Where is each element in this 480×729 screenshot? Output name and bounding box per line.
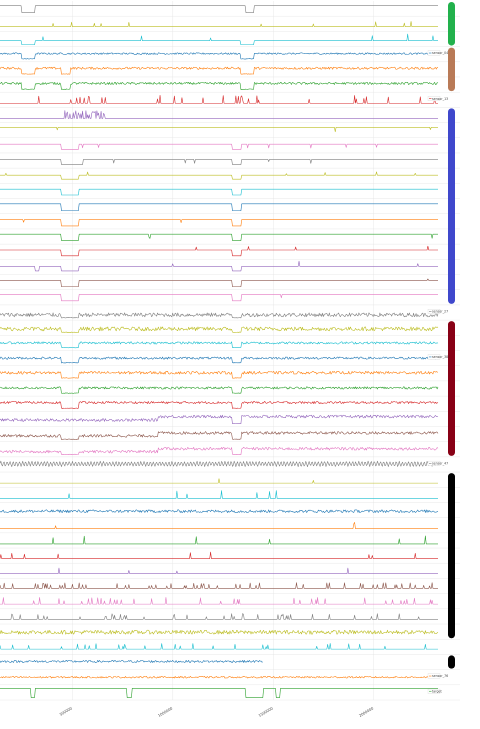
series-line — [0, 219, 438, 227]
x-axis: 500000 1000000 1500000 2000000 — [59, 706, 375, 718]
series-line — [0, 356, 439, 364]
series-line — [0, 110, 438, 119]
series-line — [0, 597, 438, 605]
series-line — [0, 446, 439, 456]
series-line — [0, 294, 438, 302]
x-tick-label: 1000000 — [157, 706, 173, 718]
series-line — [0, 551, 438, 559]
legend-layer: sensor_04 sensor_13 sensor_27 sensor_38sens… — [427, 50, 448, 694]
cluster-bar — [448, 2, 455, 46]
legend-label: sensor_13 — [432, 97, 448, 101]
legend-box — [427, 309, 441, 314]
legend-box — [427, 96, 441, 101]
x-tick-label: 2000000 — [358, 706, 374, 718]
x-tick-label: 500000 — [59, 706, 73, 717]
legend-label: target — [432, 689, 442, 693]
legend-label: sensor_27 — [432, 310, 448, 314]
series-line — [0, 688, 438, 698]
series-line — [0, 33, 438, 46]
series-line — [0, 94, 438, 104]
legend-box — [427, 673, 441, 679]
series-line — [0, 126, 438, 133]
cluster-bars — [448, 2, 455, 669]
series-line — [0, 260, 438, 272]
series-line — [0, 245, 438, 257]
series-line — [0, 203, 438, 212]
cluster-bar — [448, 108, 455, 304]
series-line — [0, 21, 438, 27]
series-line — [0, 386, 439, 394]
legend-box — [427, 688, 441, 694]
legend-box — [427, 460, 441, 466]
series-line — [0, 567, 438, 575]
series-line — [0, 643, 438, 650]
legend-label: sensor_47 — [432, 462, 448, 466]
series-line — [0, 233, 438, 241]
legend-label: sensor_38 — [432, 355, 448, 359]
series-line — [0, 143, 438, 150]
legend-box — [427, 50, 441, 56]
series-line — [0, 81, 439, 90]
cluster-bar — [448, 473, 455, 639]
series-line — [0, 5, 438, 13]
series-line — [0, 582, 438, 589]
subplot-panels — [0, 5, 460, 701]
legend-label: sensor_04 — [432, 51, 448, 55]
series-line — [0, 52, 439, 60]
series-line — [0, 478, 438, 484]
cluster-bar — [448, 321, 455, 456]
series-line — [0, 613, 438, 620]
cluster-bar — [448, 655, 455, 669]
series-line — [0, 509, 439, 513]
series-line — [0, 490, 438, 499]
series-line — [0, 659, 263, 663]
cluster-bar — [448, 47, 455, 92]
x-tick-label: 1500000 — [258, 706, 274, 718]
series-line — [0, 188, 438, 196]
legend-label: sensor_76 — [432, 674, 448, 678]
series-line — [0, 66, 439, 75]
series-line — [0, 401, 439, 409]
series-line — [0, 312, 439, 319]
series-line — [0, 522, 438, 530]
series-line — [0, 326, 439, 333]
series-line — [0, 171, 438, 180]
series-line — [0, 431, 439, 440]
series-line — [0, 278, 438, 288]
series-line — [0, 341, 439, 349]
series-line — [0, 159, 438, 165]
legend-box — [427, 354, 441, 360]
series-line — [0, 535, 438, 545]
series-line — [0, 414, 439, 425]
series-line — [0, 676, 439, 679]
series-line — [0, 370, 439, 379]
series-line — [0, 629, 439, 635]
series-line — [0, 460, 439, 468]
